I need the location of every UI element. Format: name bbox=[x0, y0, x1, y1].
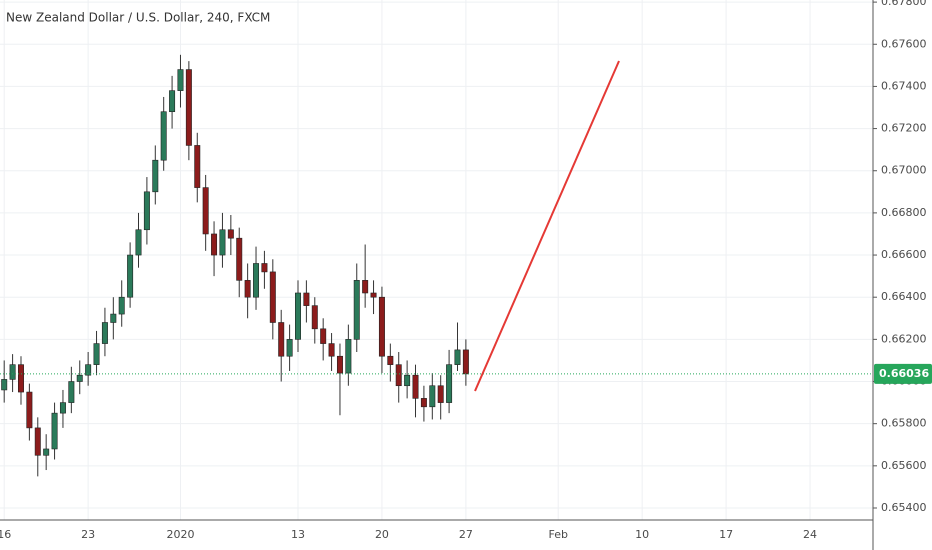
candle-body bbox=[135, 229, 142, 256]
candle-body bbox=[1, 379, 8, 391]
x-tick-label: 2020 bbox=[166, 528, 194, 541]
candle-body bbox=[59, 402, 66, 414]
candle-body bbox=[387, 355, 394, 365]
x-tick-label: 17 bbox=[719, 528, 733, 541]
x-tick-label: 20 bbox=[375, 528, 389, 541]
candle-body bbox=[143, 191, 150, 231]
y-tick-label: 0.67400 bbox=[881, 79, 927, 92]
candle-body bbox=[68, 381, 75, 403]
candle-body bbox=[43, 448, 50, 456]
candle-body bbox=[219, 229, 226, 256]
candle-body bbox=[446, 364, 453, 403]
candle-body bbox=[311, 305, 318, 330]
y-tick-label: 0.66800 bbox=[881, 206, 927, 219]
candle-body bbox=[244, 280, 251, 298]
x-tick-label: 10 bbox=[635, 528, 649, 541]
candle-body bbox=[437, 385, 444, 403]
candle-body bbox=[169, 90, 176, 113]
candle-body bbox=[378, 296, 385, 357]
y-tick-label: 0.66200 bbox=[881, 332, 927, 345]
x-tick-label: 24 bbox=[803, 528, 817, 541]
y-tick-label: 0.66600 bbox=[881, 248, 927, 261]
candle-body bbox=[412, 374, 419, 399]
candle-body bbox=[17, 364, 24, 393]
x-tick-label: 16 bbox=[0, 528, 11, 541]
x-tick-label: 27 bbox=[459, 528, 473, 541]
y-tick-label: 0.65600 bbox=[881, 459, 927, 472]
candle-body bbox=[227, 229, 234, 239]
candle-body bbox=[345, 339, 352, 374]
candle-body bbox=[462, 349, 469, 375]
candle-body bbox=[454, 349, 461, 365]
chart-title: New Zealand Dollar / U.S. Dollar, 240, F… bbox=[6, 11, 270, 25]
x-tick-label: 23 bbox=[81, 528, 95, 541]
candle-body bbox=[51, 412, 58, 450]
candle-body bbox=[118, 296, 125, 315]
candle-body bbox=[303, 292, 310, 306]
candle-body bbox=[404, 374, 411, 387]
candle-body bbox=[395, 364, 402, 387]
candle-body bbox=[370, 292, 377, 298]
candle-body bbox=[177, 69, 184, 91]
candle-body bbox=[261, 263, 268, 273]
candle-body bbox=[362, 280, 369, 294]
y-tick-label: 0.65800 bbox=[881, 417, 927, 430]
x-tick-label: Feb bbox=[548, 528, 567, 541]
y-tick-label: 0.65400 bbox=[881, 501, 927, 514]
candle-body bbox=[429, 385, 436, 408]
y-tick-label: 0.67800 bbox=[881, 0, 927, 8]
candle-body bbox=[353, 280, 360, 340]
candle-body bbox=[101, 322, 108, 344]
candle-body bbox=[328, 343, 335, 357]
y-tick-label: 0.67600 bbox=[881, 37, 927, 50]
last-price-box bbox=[874, 363, 932, 384]
candle-body bbox=[420, 398, 427, 408]
candle-body bbox=[194, 145, 201, 188]
candle-body bbox=[211, 233, 218, 256]
candle-body bbox=[269, 271, 276, 323]
candle-body bbox=[253, 263, 260, 298]
candle-body bbox=[336, 355, 343, 374]
x-tick-label: 13 bbox=[291, 528, 305, 541]
candle-body bbox=[127, 254, 134, 298]
candle-body bbox=[202, 187, 209, 235]
candle-body bbox=[160, 111, 167, 161]
candle-body bbox=[152, 159, 159, 193]
candle-body bbox=[85, 364, 92, 376]
candle-body bbox=[236, 237, 243, 281]
candle-body bbox=[320, 328, 327, 344]
candle-body bbox=[295, 292, 301, 340]
plot bbox=[0, 54, 873, 477]
y-tick-label: 0.66400 bbox=[881, 290, 927, 303]
candle-body bbox=[185, 69, 192, 146]
last-price-label: 0.66036 bbox=[879, 367, 929, 380]
candle-body bbox=[34, 427, 41, 456]
candle-body bbox=[76, 374, 83, 382]
candle-body bbox=[9, 364, 16, 380]
trend-drawing bbox=[474, 60, 620, 392]
y-tick-label: 0.67200 bbox=[881, 122, 927, 135]
candle-body bbox=[286, 339, 293, 357]
y-tick-label: 0.67000 bbox=[881, 164, 927, 177]
candle-body bbox=[93, 343, 100, 365]
candle-body bbox=[278, 322, 285, 357]
candle-body bbox=[110, 313, 117, 323]
candle-body bbox=[26, 391, 33, 429]
